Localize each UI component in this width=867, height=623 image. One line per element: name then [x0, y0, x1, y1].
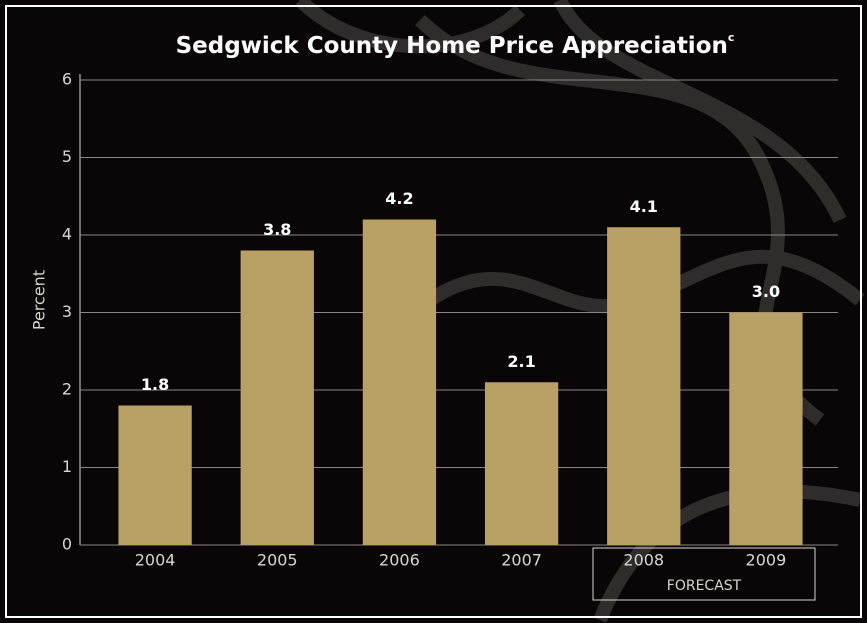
- y-axis-label: Percent: [30, 270, 49, 330]
- y-tick-label: 3: [62, 302, 72, 321]
- bar: [729, 312, 803, 545]
- title-text: Sedgwick County Home Price Appreciation: [176, 33, 728, 59]
- value-label: 3.8: [263, 220, 291, 239]
- bar: [118, 405, 192, 545]
- bar: [362, 219, 437, 545]
- x-tick-label: 2009: [746, 551, 787, 570]
- value-label: 4.2: [385, 189, 413, 208]
- value-label: 3.0: [752, 282, 780, 301]
- bar: [484, 382, 559, 545]
- y-tick-label: 6: [62, 70, 72, 89]
- y-tick-label: 4: [62, 225, 72, 244]
- chart-title: Sedgwick County Home Price Appreciationc: [176, 31, 735, 59]
- value-label: 1.8: [141, 375, 169, 394]
- title-superscript: c: [728, 31, 735, 44]
- x-tick-label: 2007: [501, 551, 542, 570]
- y-tick-label: 5: [62, 147, 72, 166]
- forecast-box: [592, 547, 816, 601]
- x-tick-label: 2006: [379, 551, 420, 570]
- value-label: 2.1: [507, 352, 535, 371]
- frame: [5, 5, 862, 618]
- y-tick-label: 0: [62, 535, 72, 554]
- annotation: FORECAST: [667, 578, 742, 594]
- bar: [607, 227, 681, 545]
- y-tick-label: 1: [62, 457, 72, 476]
- bar: [240, 250, 314, 545]
- x-tick-label: 2004: [135, 551, 176, 570]
- y-tick-label: 2: [62, 380, 72, 399]
- x-tick-label: 2005: [257, 551, 298, 570]
- value-label: 4.1: [630, 197, 658, 216]
- x-tick-label: 2008: [623, 551, 664, 570]
